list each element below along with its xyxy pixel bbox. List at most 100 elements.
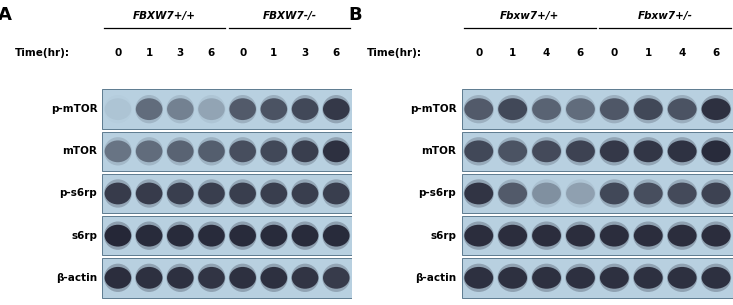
Text: 1: 1 (270, 48, 278, 58)
Ellipse shape (323, 264, 350, 292)
Ellipse shape (198, 137, 226, 166)
Ellipse shape (701, 264, 732, 292)
Ellipse shape (531, 179, 561, 208)
Ellipse shape (701, 137, 732, 166)
Ellipse shape (701, 140, 731, 162)
Text: 4: 4 (679, 48, 686, 58)
Ellipse shape (600, 98, 629, 120)
Ellipse shape (229, 267, 256, 289)
Text: p-s6rp: p-s6rp (419, 188, 456, 199)
Ellipse shape (104, 264, 132, 292)
Ellipse shape (498, 179, 528, 208)
Bar (462, 174, 733, 213)
Ellipse shape (229, 179, 257, 208)
Ellipse shape (464, 183, 493, 204)
Ellipse shape (498, 264, 528, 292)
Ellipse shape (167, 98, 194, 120)
Ellipse shape (292, 267, 318, 289)
Ellipse shape (498, 225, 527, 246)
Ellipse shape (323, 95, 350, 123)
Ellipse shape (668, 98, 696, 120)
Text: 0: 0 (475, 48, 482, 58)
Text: 1: 1 (644, 48, 652, 58)
Ellipse shape (260, 137, 288, 166)
Ellipse shape (667, 264, 697, 292)
Ellipse shape (668, 225, 696, 246)
Ellipse shape (668, 140, 696, 162)
Text: 6: 6 (577, 48, 584, 58)
Ellipse shape (135, 95, 163, 123)
Ellipse shape (463, 95, 494, 123)
Ellipse shape (633, 137, 663, 166)
Ellipse shape (166, 264, 194, 292)
Ellipse shape (292, 98, 318, 120)
Ellipse shape (531, 221, 561, 250)
Ellipse shape (167, 267, 194, 289)
Ellipse shape (229, 183, 256, 204)
Ellipse shape (667, 137, 697, 166)
Ellipse shape (634, 267, 663, 289)
Ellipse shape (105, 140, 131, 162)
Ellipse shape (198, 183, 225, 204)
Ellipse shape (532, 225, 561, 246)
Ellipse shape (464, 140, 493, 162)
Bar (103, 131, 352, 171)
Ellipse shape (532, 267, 561, 289)
Ellipse shape (104, 179, 132, 208)
Ellipse shape (701, 95, 732, 123)
Ellipse shape (464, 98, 493, 120)
Ellipse shape (463, 221, 494, 250)
Ellipse shape (498, 267, 527, 289)
Ellipse shape (633, 264, 663, 292)
Ellipse shape (198, 225, 225, 246)
Ellipse shape (498, 221, 528, 250)
Ellipse shape (531, 264, 561, 292)
Ellipse shape (229, 264, 257, 292)
Ellipse shape (463, 137, 494, 166)
Text: 0: 0 (239, 48, 246, 58)
Ellipse shape (229, 137, 257, 166)
Ellipse shape (136, 183, 163, 204)
Ellipse shape (600, 267, 629, 289)
Ellipse shape (600, 225, 629, 246)
Ellipse shape (667, 95, 697, 123)
Ellipse shape (464, 267, 493, 289)
Ellipse shape (600, 183, 629, 204)
Text: 1: 1 (509, 48, 516, 58)
Ellipse shape (135, 137, 163, 166)
Text: B: B (348, 6, 362, 24)
Ellipse shape (136, 140, 163, 162)
Ellipse shape (198, 95, 226, 123)
Ellipse shape (599, 221, 630, 250)
Ellipse shape (198, 264, 226, 292)
Ellipse shape (634, 225, 663, 246)
Text: 3: 3 (301, 48, 309, 58)
Ellipse shape (531, 137, 561, 166)
Ellipse shape (600, 140, 629, 162)
Text: FBXW7-/-: FBXW7-/- (262, 11, 317, 21)
Ellipse shape (701, 183, 731, 204)
Ellipse shape (633, 179, 663, 208)
Ellipse shape (565, 221, 596, 250)
Ellipse shape (261, 183, 287, 204)
Ellipse shape (167, 225, 194, 246)
Ellipse shape (292, 183, 318, 204)
Text: s6rp: s6rp (71, 231, 97, 241)
Ellipse shape (198, 267, 225, 289)
Ellipse shape (105, 225, 131, 246)
Text: mTOR: mTOR (62, 146, 97, 156)
Ellipse shape (498, 140, 527, 162)
Text: p-mTOR: p-mTOR (51, 104, 97, 114)
Ellipse shape (260, 179, 288, 208)
Text: 0: 0 (611, 48, 618, 58)
Ellipse shape (566, 98, 595, 120)
Ellipse shape (566, 140, 595, 162)
Ellipse shape (291, 264, 319, 292)
Ellipse shape (136, 98, 163, 120)
Bar (462, 131, 733, 171)
Bar (103, 258, 352, 298)
Text: β-actin: β-actin (415, 273, 456, 283)
Text: 6: 6 (208, 48, 215, 58)
Ellipse shape (229, 98, 256, 120)
Ellipse shape (260, 264, 288, 292)
